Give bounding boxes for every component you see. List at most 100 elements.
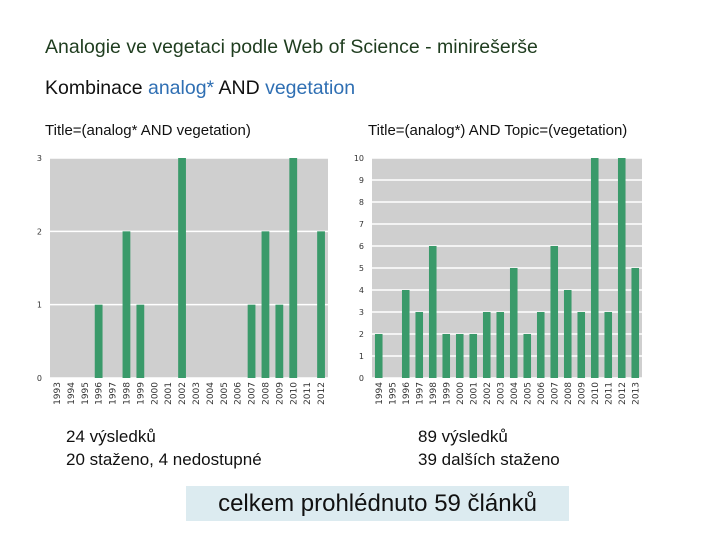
slide-subtitle: Kombinace analog* AND vegetation: [45, 77, 355, 100]
chart1-x-tick-label: 2003: [192, 382, 202, 405]
chart1-x-tick-label: 2009: [275, 382, 285, 405]
chart1-x-tick-label: 2004: [206, 382, 216, 405]
chart1-x-tick-label: 2011: [303, 382, 313, 405]
subtitle-term-vegetation: vegetation: [265, 77, 356, 99]
chart1-plot-area: [50, 158, 328, 378]
chart2-x-tick-label: 2006: [537, 382, 547, 405]
chart2-bar: [455, 334, 464, 378]
chart1-downloaded-note: 20 staženo, 4 nedostupné: [66, 450, 262, 469]
chart1-title: Title=(analog* AND vegetation): [45, 122, 251, 139]
chart1-bar: [122, 231, 131, 378]
chart1-x-tick-label: 1993: [53, 382, 63, 405]
chart2-bar: [617, 158, 626, 378]
chart1-x-tick-label: 1994: [67, 382, 77, 405]
chart2-y-tick-label: 1: [359, 352, 364, 361]
chart1-bar: [136, 304, 145, 378]
chart1-x-tick-label: 2002: [178, 382, 188, 405]
chart2-x-tick-label: 2003: [496, 382, 506, 405]
chart2-x-tick-label: 1998: [429, 382, 439, 405]
chart2-y-tick-label: 3: [359, 308, 364, 317]
chart2-bar: [374, 334, 383, 378]
chart2-bar: [577, 312, 586, 378]
chart2-y-tick-label: 0: [359, 374, 364, 383]
chart2-x-tick-label: 2004: [510, 382, 520, 405]
chart2-x-tick-label: 2007: [550, 382, 560, 405]
slide-title: Analogie ve vegetaci podle Web of Scienc…: [45, 36, 538, 58]
chart2-y-tick-label: 2: [359, 330, 364, 339]
chart2-bar: [631, 268, 640, 378]
subtitle-term-analog: analog*: [147, 77, 215, 99]
chart2-downloaded-note: 39 dalších staženo: [418, 450, 560, 469]
chart1-x-tick-label: 1996: [95, 382, 105, 405]
chart2-x-tick-label: 1994: [375, 382, 385, 405]
chart1-x-tick-label: 2005: [220, 382, 230, 405]
chart1-x-tick-label: 2007: [248, 382, 258, 405]
chart1-x-tick-label: 2001: [164, 382, 174, 405]
chart2-x-tick-label: 2001: [469, 382, 479, 405]
chart2-y-tick-label: 9: [359, 176, 364, 185]
chart1-x-tick-label: 2006: [234, 382, 244, 405]
chart1-x-tick-label: 2000: [150, 382, 160, 405]
chart1-bar: [178, 158, 186, 378]
chart1-y-tick-label: 3: [37, 154, 42, 163]
chart1-x-tick-label: 1995: [81, 382, 91, 405]
chart1-bar: [94, 304, 103, 378]
chart2-x-tick-label: 1996: [402, 382, 412, 405]
chart2-bar: [428, 246, 437, 378]
chart2-y-tick-label: 5: [359, 264, 364, 273]
chart2-y-tick-label: 4: [359, 286, 364, 295]
chart1-x-tick-label: 1997: [109, 382, 119, 405]
chart2-bar: [442, 334, 451, 378]
chart1-y-tick-label: 2: [37, 227, 42, 236]
chart2-results-count: 89 výsledků: [418, 427, 508, 446]
chart2-bar: [496, 312, 505, 378]
chart2-x-tick-label: 1999: [442, 382, 452, 405]
chart1-y-tick-label: 1: [37, 301, 42, 310]
chart1-summary: 24 výsledků 20 staženo, 4 nedostupné: [66, 425, 262, 471]
subtitle-prefix: Kombinace: [45, 77, 148, 99]
chart2-bar: [563, 290, 572, 378]
chart2-y-tick-label: 6: [359, 242, 364, 251]
chart1-bar: [247, 304, 256, 378]
total-reviewed-box: celkem prohlédnuto 59 článků: [186, 486, 569, 521]
chart2-x-tick-label: 2009: [577, 382, 587, 405]
chart2-bar-chart: 0 1 2 3 4 5 6 7 8 9 10 1994 1995 1996 1997 1998 1999 2000…: [354, 154, 642, 405]
chart2-x-tick-label: 2008: [564, 382, 574, 405]
chart1-bar: [275, 304, 284, 378]
subtitle-operator: AND: [214, 77, 266, 99]
chart2-bar: [482, 312, 491, 378]
chart2-bar: [401, 290, 410, 378]
chart2-x-tick-label: 2000: [456, 382, 466, 405]
chart2-bar: [509, 268, 518, 378]
chart2-bar: [523, 334, 532, 378]
chart2-x-tick-label: 2005: [523, 382, 533, 405]
chart1-x-tick-label: 1999: [136, 382, 146, 405]
chart1-bar: [317, 231, 325, 378]
chart2-x-tick-label: 2010: [591, 382, 601, 405]
chart2-bar: [415, 312, 424, 378]
chart1-results-count: 24 výsledků: [66, 427, 156, 446]
chart2-y-tick-label: 10: [354, 154, 364, 163]
chart2-x-tick-label: 2013: [631, 382, 641, 405]
chart2-y-tick-label: 8: [359, 198, 364, 207]
chart2-bar: [590, 158, 599, 378]
chart2-bar: [536, 312, 545, 378]
chart2-bar: [469, 334, 478, 378]
chart2-x-tick-label: 1995: [388, 382, 398, 405]
chart2-summary: 89 výsledků 39 dalších staženo: [418, 425, 560, 471]
chart2-x-tick-label: 2011: [604, 382, 614, 405]
chart1-bar: [261, 231, 270, 378]
chart1-y-tick-label: 0: [37, 374, 42, 383]
chart2-bar: [550, 246, 559, 378]
chart1-x-tick-label: 2012: [317, 382, 327, 405]
chart1-bar: [289, 158, 298, 378]
chart1-x-tick-label: 1998: [122, 382, 132, 405]
chart1-x-tick-label: 2010: [289, 382, 299, 405]
chart1-x-tick-label: 2008: [261, 382, 271, 405]
chart2-title: Title=(analog*) AND Topic=(vegetation): [368, 122, 628, 139]
chart2-x-tick-label: 2012: [618, 382, 628, 405]
chart2-x-tick-label: 2002: [483, 382, 493, 405]
chart2-x-tick-label: 1997: [415, 382, 425, 405]
chart1-bar-chart: 0 1 2 3 1993 1994 1995 1996 1997 1998 1999 2000 2001…: [37, 154, 328, 405]
chart2-y-tick-label: 7: [359, 220, 364, 229]
